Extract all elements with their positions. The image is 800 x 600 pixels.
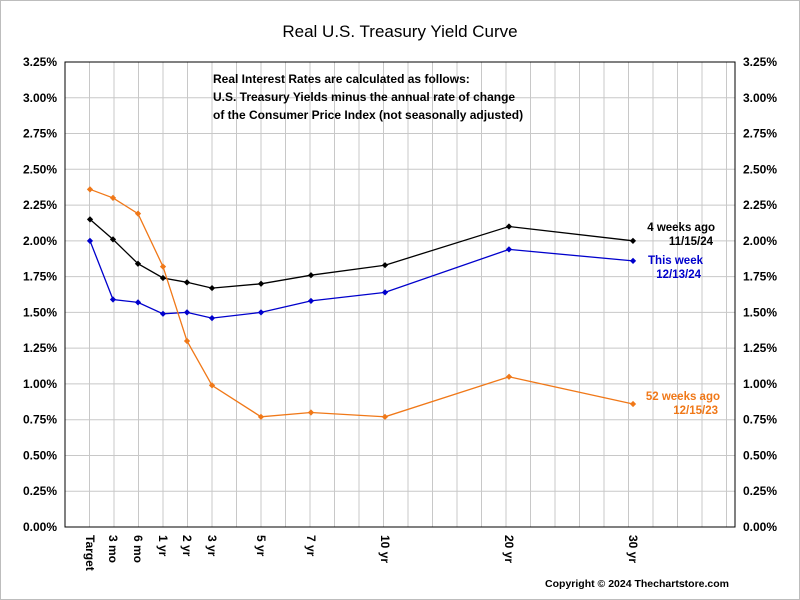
y-tick-label-right: 3.00% — [743, 91, 777, 105]
y-tick-label-right: 1.00% — [743, 377, 777, 391]
plot-background — [65, 62, 735, 527]
x-tick-label: Target — [83, 535, 97, 571]
x-tick-label: 1 yr — [156, 535, 170, 557]
series-point — [86, 186, 94, 193]
series-label: 12/13/24 — [656, 269, 701, 281]
y-tick-label-right: 0.25% — [743, 484, 777, 498]
y-tick-label-right: 2.25% — [743, 198, 777, 212]
x-tick-label: 30 yr — [626, 535, 640, 563]
series-point — [307, 297, 315, 305]
series-label: 4 weeks ago — [647, 222, 715, 234]
y-tick-label-left: 1.00% — [23, 377, 57, 391]
y-tick-label-left: 0.25% — [23, 484, 57, 498]
series-point — [109, 296, 117, 303]
y-tick-label-right: 3.25% — [743, 55, 777, 69]
series-point — [629, 237, 637, 244]
chart-title: Real U.S. Treasury Yield Curve — [282, 22, 517, 41]
note-line-1: Real Interest Rates are calculated as fo… — [213, 72, 470, 86]
series-point — [208, 314, 216, 322]
y-tick-label-left: 1.50% — [23, 305, 57, 319]
y-tick-label-left: 2.00% — [23, 234, 57, 248]
series-point — [134, 299, 142, 306]
series-point — [381, 289, 389, 296]
y-tick-label-left: 2.25% — [23, 198, 57, 212]
y-tick-label-right: 0.00% — [743, 520, 777, 534]
series-point — [307, 409, 315, 416]
y-tick-label-left: 2.75% — [23, 127, 57, 141]
series-point — [629, 257, 637, 264]
series-label: 12/15/23 — [673, 405, 718, 417]
y-tick-label-right: 0.75% — [743, 413, 777, 427]
y-tick-label-left: 2.50% — [23, 162, 57, 176]
series-label: This week — [648, 255, 704, 267]
y-tick-label-right: 1.25% — [743, 341, 777, 355]
y-tick-label-right: 1.75% — [743, 270, 777, 284]
note-block: Real Interest Rates are calculated as fo… — [213, 72, 523, 122]
y-tick-label-right: 1.50% — [743, 305, 777, 319]
series-point — [629, 400, 637, 408]
series-point — [109, 236, 117, 243]
x-tick-label: 5 yr — [254, 535, 268, 557]
series-point — [505, 373, 513, 380]
copyright-text: Copyright © 2024 Thechartstore.com — [545, 578, 729, 590]
x-tick-label: 2 yr — [180, 535, 194, 557]
x-tick-label: 3 yr — [205, 535, 219, 557]
series-point — [257, 280, 265, 287]
x-tick-label: 6 mo — [131, 535, 145, 563]
y-tick-label-right: 0.50% — [743, 448, 777, 462]
plot-area: 0.00% 0.00% 0.25% 0.25% 0.50% 0.50% 0.75% 0.75%… — [23, 55, 777, 571]
x-tick-label: 7 yr — [304, 535, 318, 557]
plot-frame — [64, 61, 736, 528]
y-tick-label-left: 1.75% — [23, 270, 57, 284]
y-tick-label-left: 1.25% — [23, 341, 57, 355]
y-tick-label-left: 0.00% — [23, 520, 57, 534]
series-label: 52 weeks ago — [646, 391, 720, 403]
series-point — [307, 272, 315, 279]
y-tick-label-right: 2.50% — [743, 162, 777, 176]
x-tick-label: 3 mo — [106, 535, 120, 563]
y-tick-label-right: 2.00% — [743, 234, 777, 248]
series-point — [257, 309, 265, 316]
x-tick-label: 20 yr — [502, 535, 516, 563]
y-tick-label-left: 3.25% — [23, 55, 57, 69]
y-tick-label-left: 3.00% — [23, 91, 57, 105]
x-tick-label: 10 yr — [378, 535, 392, 563]
note-line-2: U.S. Treasury Yields minus the annual ra… — [213, 90, 515, 104]
series-label: 11/15/24 — [669, 236, 714, 248]
y-tick-label-left: 0.75% — [23, 413, 57, 427]
y-tick-label-right: 2.75% — [743, 127, 777, 141]
note-line-3: of the Consumer Price Index (not seasona… — [213, 108, 523, 122]
series-point — [109, 194, 117, 202]
y-tick-label-left: 0.50% — [23, 448, 57, 462]
